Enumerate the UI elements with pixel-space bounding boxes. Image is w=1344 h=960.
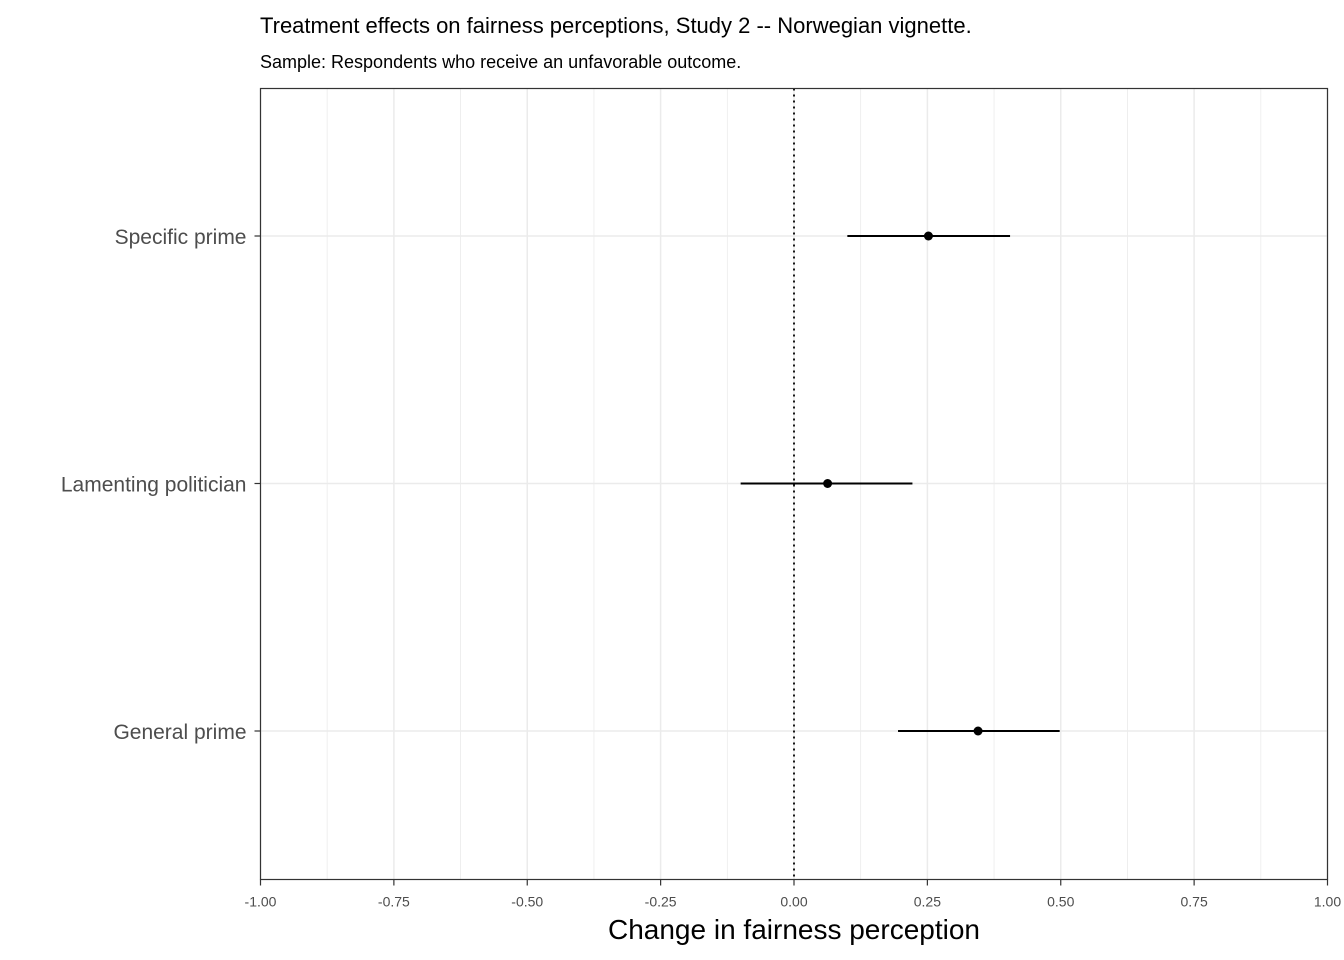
x-tick-label: 0.00: [780, 894, 807, 910]
x-tick-label: -0.25: [645, 894, 677, 910]
y-tick-label: General prime: [113, 721, 246, 744]
x-axis-label: Change in fairness perception: [608, 914, 980, 945]
point-estimate: [923, 231, 933, 241]
point-estimate: [973, 726, 983, 736]
x-tick-label: -1.00: [245, 894, 277, 910]
data-marks: [740, 231, 1060, 736]
y-tick-label: Lamenting politician: [61, 474, 247, 497]
point-estimate: [823, 479, 833, 488]
x-tick-label: 1.00: [1314, 894, 1341, 910]
x-tick-label: 0.75: [1181, 894, 1208, 910]
x-tick-label: 0.25: [914, 894, 941, 910]
y-tick-label: Specific prime: [115, 226, 247, 249]
chart-title: Treatment effects on fairness perception…: [260, 13, 972, 38]
axes: General prime Lamenting politician Specifi…: [61, 226, 1341, 910]
x-tick-label: -0.75: [378, 894, 410, 910]
x-tick-label: 0.50: [1047, 894, 1074, 910]
x-tick-label: -0.50: [511, 894, 543, 910]
chart-subtitle: Sample: Respondents who receive an unfav…: [260, 52, 741, 72]
